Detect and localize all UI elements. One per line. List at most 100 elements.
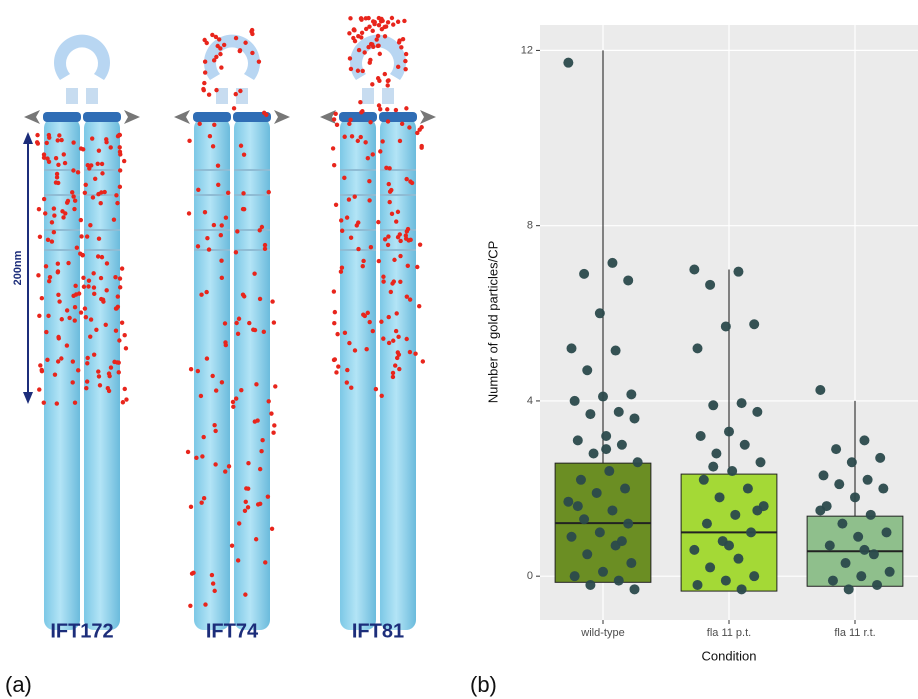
data-point <box>752 407 762 417</box>
gold-particle <box>84 386 88 390</box>
gold-particle <box>37 387 41 391</box>
gold-particle <box>70 190 74 194</box>
gold-particle <box>272 423 276 427</box>
gold-particle <box>348 56 352 60</box>
gold-particle <box>118 168 122 172</box>
gold-particle <box>362 50 366 54</box>
gold-particle <box>92 292 96 296</box>
gold-particle <box>56 181 60 185</box>
gold-particle <box>104 288 108 292</box>
gold-particle <box>376 220 380 224</box>
gold-particle <box>380 394 384 398</box>
gold-particle <box>63 211 67 215</box>
data-point <box>733 267 743 277</box>
data-point <box>815 385 825 395</box>
gold-particle <box>264 113 268 117</box>
gold-particle <box>339 270 343 274</box>
gold-particle <box>400 122 404 126</box>
gold-particle <box>73 199 77 203</box>
gold-particle <box>359 17 363 21</box>
gold-particle <box>383 72 387 76</box>
gold-particle <box>368 61 372 65</box>
post <box>362 88 374 104</box>
gold-particle <box>417 304 421 308</box>
y-tick-label: 4 <box>527 395 533 407</box>
data-point <box>617 440 627 450</box>
gold-particle <box>87 166 91 170</box>
gold-particle <box>120 266 124 270</box>
gold-particle <box>413 352 417 356</box>
gold-particle <box>390 281 394 285</box>
data-point <box>579 514 589 524</box>
data-point <box>607 258 617 268</box>
gold-particle <box>347 31 351 35</box>
gold-particle <box>404 233 408 237</box>
gold-particle <box>114 329 118 333</box>
gold-particle <box>394 108 398 112</box>
gold-particle <box>356 220 360 224</box>
gold-particle <box>78 252 82 256</box>
gold-particle <box>238 48 242 52</box>
gold-particle <box>44 330 48 334</box>
gold-particle <box>340 229 344 233</box>
gold-particle <box>37 207 41 211</box>
gold-particle <box>59 356 63 360</box>
gold-particle <box>112 360 116 364</box>
gold-particle <box>85 234 89 238</box>
gold-particle <box>117 338 121 342</box>
gold-particle <box>201 87 205 91</box>
gold-particle <box>345 380 349 384</box>
gold-particle <box>194 456 198 460</box>
data-point <box>863 475 873 485</box>
gold-particle <box>386 20 390 24</box>
gold-particle <box>335 123 339 127</box>
gold-particle <box>223 321 227 325</box>
gold-particle <box>62 152 66 156</box>
gold-particle <box>332 163 336 167</box>
gold-particle <box>352 28 356 32</box>
data-point <box>721 321 731 331</box>
gold-particle <box>252 271 256 275</box>
gold-particle <box>381 336 385 340</box>
gold-particle <box>45 358 49 362</box>
x-tick-label: wild-type <box>580 627 624 639</box>
gold-particle <box>45 141 49 145</box>
gold-particle <box>227 464 231 468</box>
gold-particle <box>358 100 362 104</box>
gold-particle <box>394 219 398 223</box>
gold-particle <box>196 244 200 248</box>
gold-particle <box>55 172 59 176</box>
ring <box>204 35 260 80</box>
data-point <box>844 584 854 594</box>
gold-particle <box>336 364 340 368</box>
gold-particle <box>366 156 370 160</box>
data-point <box>611 346 621 356</box>
gold-particle <box>72 207 76 211</box>
gold-particle <box>385 107 389 111</box>
gold-particle <box>117 370 121 374</box>
data-point <box>815 505 825 515</box>
gold-particle <box>271 431 275 435</box>
data-point <box>841 558 851 568</box>
panel-label: (a) <box>5 672 32 697</box>
data-point <box>733 554 743 564</box>
data-point <box>828 576 838 586</box>
data-point <box>837 519 847 529</box>
post <box>66 88 78 104</box>
gold-particle <box>82 285 86 289</box>
gold-particle <box>196 188 200 192</box>
data-point <box>595 308 605 318</box>
gold-particle <box>204 290 208 294</box>
marker <box>124 110 140 124</box>
marker <box>274 110 290 124</box>
gold-particle <box>237 317 241 321</box>
gold-particle <box>101 297 105 301</box>
gold-particle <box>258 502 262 506</box>
gold-particle <box>198 122 202 126</box>
gold-particle <box>246 461 250 465</box>
gold-particle <box>73 284 77 288</box>
gold-particle <box>249 29 253 33</box>
data-point <box>724 427 734 437</box>
data-point <box>607 505 617 515</box>
data-point <box>708 462 718 472</box>
